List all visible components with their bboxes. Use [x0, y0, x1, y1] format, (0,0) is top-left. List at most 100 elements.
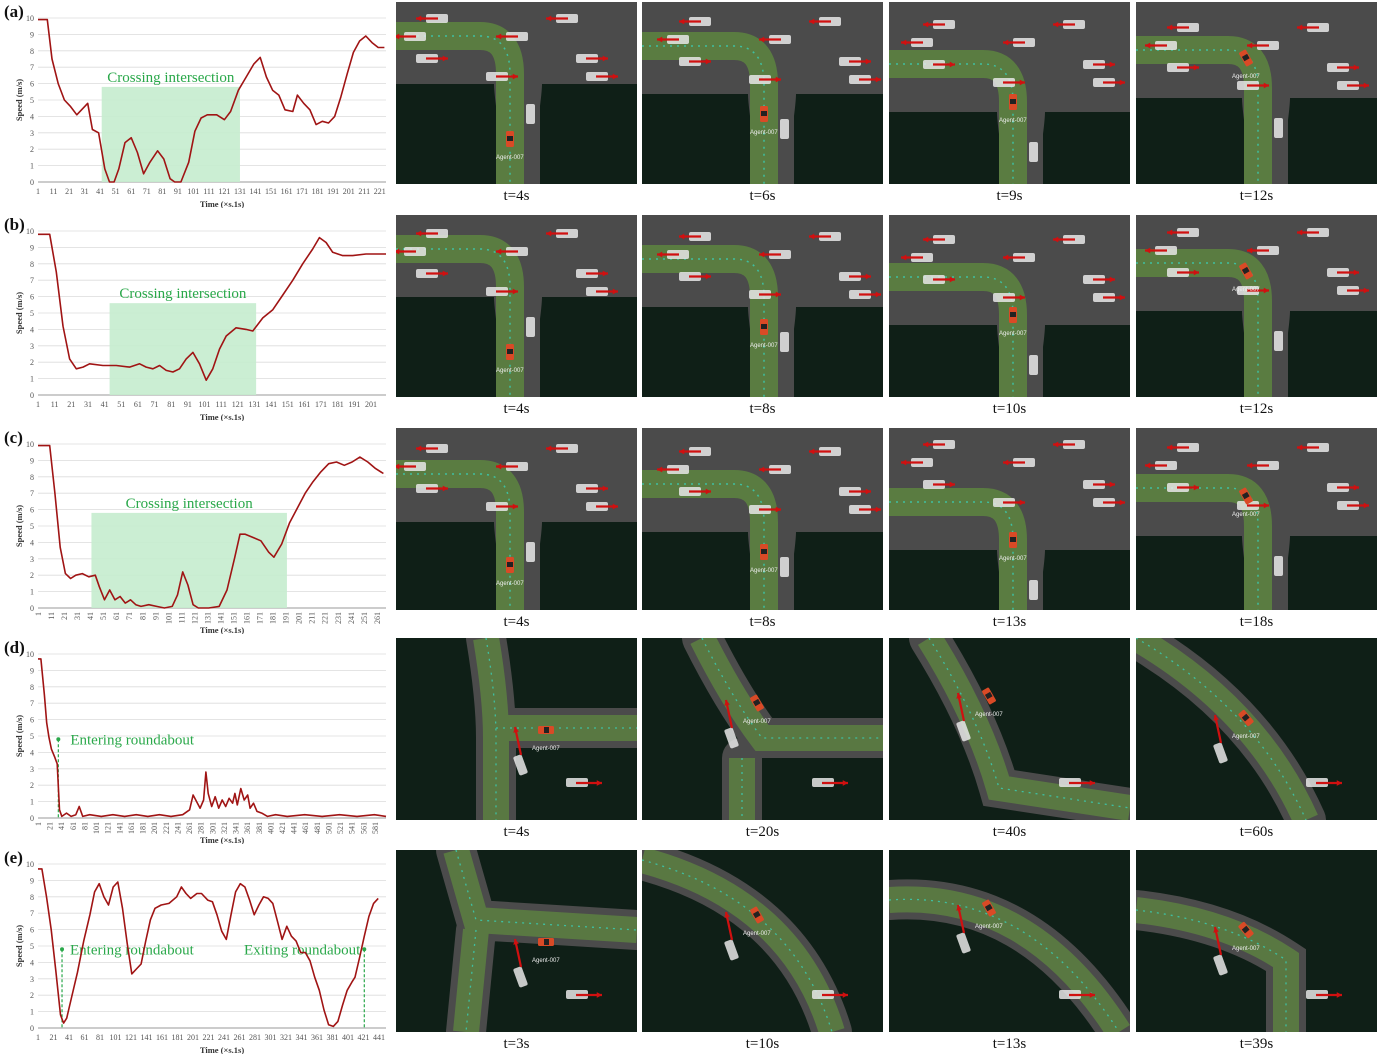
x-tick-label: 71: [151, 400, 159, 409]
simulation-frame: Agent-007: [1136, 215, 1377, 397]
y-tick-label: 9: [30, 243, 34, 252]
x-tick-label: 221: [203, 1033, 215, 1042]
y-tick-label: 8: [30, 473, 34, 482]
speed-series-line: [38, 868, 379, 1028]
x-tick-label: 61: [127, 187, 135, 196]
speed-chart: 0 1 2 3 4 5 6 7 8 9 10 1 21 41 61 81 101 121 141 161 181 201 2…: [14, 846, 390, 1054]
agent-label: Agent-007: [743, 931, 771, 937]
x-tick-label: 201: [365, 400, 377, 409]
npc-vehicle: [526, 104, 535, 124]
motion-arrow-head: [1297, 444, 1303, 451]
npc-vehicle: [780, 557, 789, 577]
route-path: [396, 248, 511, 397]
frame-caption: t=20s: [745, 824, 780, 840]
x-tick-label: 161: [281, 187, 293, 196]
ground-area: [1043, 325, 1130, 397]
x-axis-title: Time (×s.1s): [200, 412, 245, 421]
x-tick-label: 1: [34, 822, 43, 826]
x-tick-label: 11: [47, 612, 56, 620]
x-tick-label: 131: [203, 612, 212, 624]
x-tick-label: 541: [348, 822, 357, 834]
x-tick-label: 341: [296, 1033, 308, 1042]
simulation-frame: Agent-007: [642, 215, 883, 397]
agent-label: Agent-007: [496, 581, 524, 587]
ego-vehicle-window: [984, 691, 993, 700]
ego-vehicle-window: [1241, 925, 1250, 934]
agent-label: Agent-007: [975, 712, 1003, 718]
x-tick-label: 41: [96, 187, 104, 196]
y-tick-label: 2: [30, 571, 34, 580]
motion-arrow-head: [496, 463, 502, 470]
y-tick-label: 2: [30, 781, 34, 790]
x-tick-label: 141: [115, 822, 124, 834]
motion-arrow-head: [546, 230, 552, 237]
x-tick-label: 141: [265, 400, 277, 409]
frame-caption: t=13s: [992, 614, 1027, 630]
motion-arrow-head: [901, 254, 907, 261]
motion-arrow-head: [612, 73, 618, 80]
ground-area: [889, 112, 999, 184]
motion-arrow-head: [657, 466, 663, 473]
agent-label: Agent-007: [750, 130, 778, 136]
x-tick-label: 281: [197, 822, 206, 834]
y-axis-title: Speed (m/s): [14, 79, 24, 121]
x-tick-label: 381: [255, 822, 264, 834]
x-tick-label: 301: [208, 822, 217, 834]
x-tick-label: 241: [347, 612, 356, 624]
motion-arrow-head: [1019, 79, 1025, 86]
motion-arrow-head: [1193, 269, 1199, 276]
y-tick-label: 4: [30, 112, 34, 121]
x-tick-label: 261: [373, 612, 382, 624]
motion-arrow-head: [512, 73, 518, 80]
motion-arrow-head: [396, 33, 400, 40]
x-axis-title: Time (×s.1s): [200, 199, 245, 208]
route-path: [396, 473, 511, 610]
agent-label: Agent-007: [743, 719, 771, 725]
x-tick-label: 11: [51, 400, 59, 409]
motion-arrow-head: [1336, 992, 1342, 998]
event-marker-dot: [362, 947, 367, 952]
agent-label: Agent-007: [999, 331, 1027, 337]
ego-vehicle-window: [984, 903, 993, 912]
y-tick-label: 4: [30, 748, 34, 757]
ground-area: [540, 297, 637, 397]
x-tick-label: 211: [358, 187, 370, 196]
x-tick-label: 221: [374, 187, 386, 196]
agent-label: Agent-007: [496, 155, 524, 161]
x-tick-label: 111: [177, 612, 186, 623]
motion-arrow-head: [679, 233, 685, 240]
x-tick-label: 151: [265, 187, 277, 196]
y-tick-label: 3: [30, 765, 34, 774]
npc-vehicle: [1274, 556, 1283, 576]
x-tick-label: 1: [36, 400, 40, 409]
npc-vehicle: [526, 542, 535, 562]
ego-vehicle-window: [507, 349, 513, 354]
motion-arrow-head: [1003, 254, 1009, 261]
ego-vehicle-window: [1241, 53, 1250, 62]
y-tick-label: 0: [30, 814, 34, 823]
motion-arrow-head: [596, 992, 602, 998]
motion-arrow-head: [1109, 481, 1115, 488]
route-path: [455, 850, 637, 1032]
y-tick-label: 8: [30, 260, 34, 269]
ego-vehicle-window: [761, 549, 767, 554]
motion-arrow-head: [442, 270, 448, 277]
x-tick-label: 121: [232, 400, 244, 409]
x-tick-label: 101: [92, 822, 101, 834]
motion-arrow-head: [1247, 42, 1253, 49]
ego-vehicle-window: [1241, 713, 1250, 722]
x-tick-label: 41: [101, 400, 109, 409]
speed-series-line: [38, 18, 385, 183]
ego-vehicle-window: [761, 324, 767, 329]
y-tick-label: 7: [30, 699, 34, 708]
ego-vehicle-window: [1241, 491, 1250, 500]
npc-vehicle: [1274, 331, 1283, 351]
ego-vehicle-window: [507, 562, 513, 567]
route-path: [889, 501, 1014, 610]
y-tick-label: 5: [30, 942, 34, 951]
frame-caption: t=8s: [749, 401, 776, 417]
frame-caption: t=40s: [992, 824, 1027, 840]
y-tick-label: 6: [30, 506, 34, 515]
motion-arrow-head: [865, 58, 871, 65]
motion-arrow-head: [775, 291, 781, 298]
